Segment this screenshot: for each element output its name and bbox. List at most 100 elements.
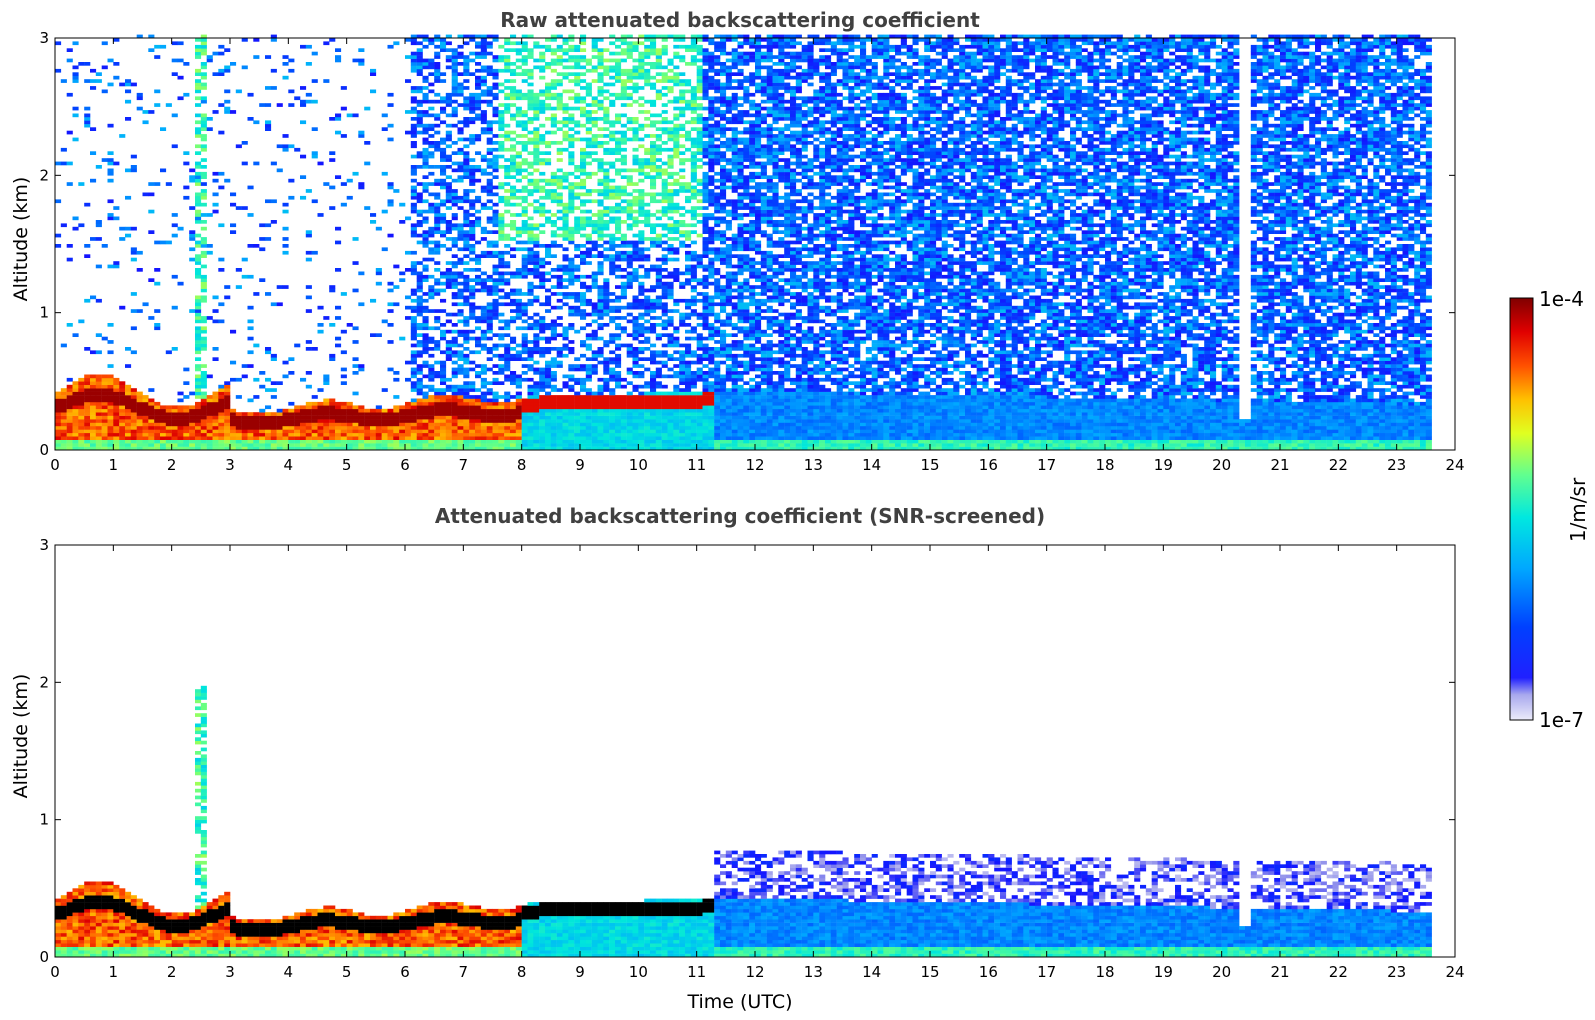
heatmap-cell [615, 371, 621, 375]
heatmap-cell [615, 426, 621, 430]
heatmap-cell [615, 375, 621, 379]
heatmap-cell [388, 436, 394, 440]
heatmap-cell [580, 436, 586, 440]
heatmap-cell [510, 96, 516, 100]
heatmap-cell [481, 83, 487, 87]
heatmap-cell [557, 278, 563, 282]
heatmap-cell [493, 426, 499, 430]
heatmap-cell [224, 381, 230, 385]
heatmap-cell [545, 436, 551, 440]
heatmap-cell [376, 429, 382, 433]
heatmap-cell [598, 86, 604, 90]
heatmap-cell [574, 93, 580, 97]
heatmap-cell [638, 66, 644, 70]
heatmap-cell [557, 268, 563, 272]
heatmap-cell [475, 103, 481, 107]
heatmap-cell [539, 433, 545, 437]
heatmap-cell [545, 378, 551, 382]
heatmap-cell [125, 100, 131, 104]
heatmap-cell [481, 337, 487, 341]
heatmap-cell [621, 405, 627, 409]
heatmap-cell [504, 69, 510, 73]
heatmap-cell [84, 429, 90, 433]
heatmap-cell [504, 392, 510, 396]
heatmap-cell [463, 388, 469, 392]
heatmap-cell [73, 114, 79, 118]
heatmap-cell [288, 419, 294, 423]
heatmap-cell [411, 388, 417, 392]
heatmap-cell [598, 227, 604, 231]
heatmap-cell [423, 76, 429, 80]
heatmap-cell [388, 302, 394, 306]
heatmap-cell [668, 79, 674, 83]
heatmap-cell [201, 416, 207, 420]
heatmap-cell [388, 440, 394, 444]
heatmap-cell [574, 292, 580, 296]
heatmap-cell [522, 320, 528, 324]
heatmap-cell [341, 350, 347, 354]
heatmap-cell [498, 395, 504, 399]
heatmap-cell [504, 395, 510, 399]
heatmap-cell [598, 38, 604, 42]
heatmap-cell [644, 79, 650, 83]
heatmap-cell [242, 433, 248, 437]
heatmap-cell [598, 354, 604, 358]
heatmap-cell [230, 110, 236, 114]
heatmap-cell [108, 59, 114, 63]
heatmap-cell [627, 429, 633, 433]
heatmap-cell [364, 429, 370, 433]
heatmap-cell [67, 385, 73, 389]
heatmap-cell [347, 429, 353, 433]
heatmap-cell [119, 440, 125, 444]
heatmap-cell [90, 405, 96, 409]
heatmap-cell [656, 120, 662, 124]
heatmap-cell [423, 333, 429, 337]
heatmap-cell [67, 388, 73, 392]
heatmap-cell [627, 169, 633, 173]
heatmap-cell [405, 217, 411, 221]
heatmap-cell [668, 206, 674, 210]
heatmap-cell [609, 399, 615, 403]
heatmap-cell [522, 268, 528, 272]
heatmap-cell [539, 55, 545, 59]
heatmap-cell [609, 220, 615, 224]
heatmap-cell [522, 254, 528, 258]
heatmap-cell [662, 223, 668, 227]
heatmap-cell [668, 62, 674, 66]
heatmap-cell [452, 254, 458, 258]
heatmap-cell [428, 107, 434, 111]
heatmap-cell [574, 278, 580, 282]
heatmap-cell [417, 117, 423, 121]
heatmap-cell [102, 158, 108, 162]
heatmap-cell [195, 48, 201, 52]
heatmap-cell [627, 306, 633, 310]
heatmap-cell [463, 151, 469, 155]
heatmap-cell [586, 193, 592, 197]
heatmap-cell [78, 182, 84, 186]
heatmap-cell [475, 320, 481, 324]
heatmap-cell [183, 62, 189, 66]
heatmap-cell [428, 127, 434, 131]
heatmap-cell [493, 344, 499, 348]
heatmap-cell [673, 385, 679, 389]
heatmap-cell [271, 38, 277, 42]
heatmap-cell [323, 416, 329, 420]
heatmap-cell [568, 158, 574, 162]
heatmap-cell [306, 93, 312, 97]
heatmap-cell [533, 320, 539, 324]
heatmap-cell [329, 436, 335, 440]
heatmap-cell [539, 275, 545, 279]
heatmap-cell [213, 436, 219, 440]
heatmap-cell [522, 169, 528, 173]
heatmap-cell [475, 371, 481, 375]
heatmap-cell [609, 306, 615, 310]
heatmap-cell [323, 402, 329, 406]
heatmap-cell [673, 278, 679, 282]
heatmap-cell [78, 62, 84, 66]
heatmap-cell [510, 189, 516, 193]
heatmap-cell [201, 189, 207, 193]
heatmap-cell [551, 52, 557, 56]
heatmap-cell [528, 429, 534, 433]
heatmap-cell [615, 203, 621, 207]
heatmap-cell [633, 419, 639, 423]
